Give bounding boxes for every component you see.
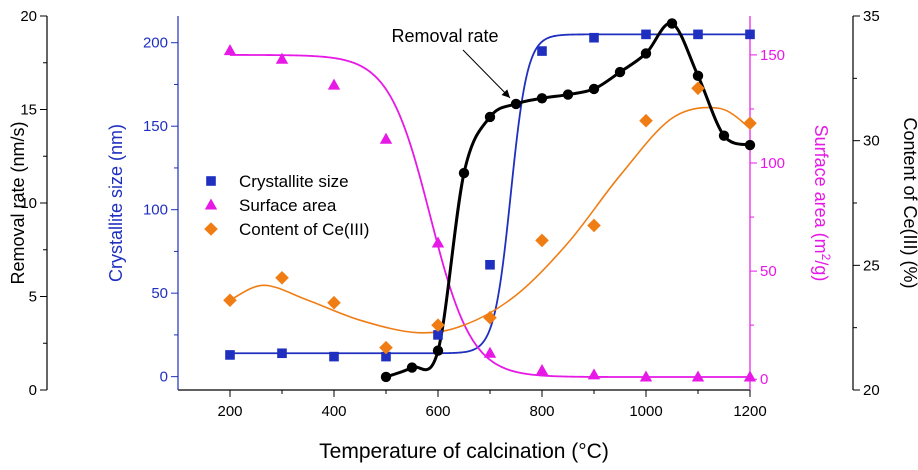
legend-marker-2 [204,222,218,236]
point-surface-area [431,236,445,248]
y-tick-label-crystal: 0 [160,369,168,386]
y-axis-title-crystal: Crystallite size (nm) [106,124,126,282]
point-content-of-ce-iii [639,113,653,128]
point-surface-area [743,370,757,382]
y-tick-label-removal: 10 [20,195,37,212]
annotation-arrow-line [462,49,511,99]
legend-marker-1 [204,198,218,210]
point-content-of-ce-iii [587,218,601,233]
point-removal-rate [718,130,730,141]
point-removal-rate [510,98,522,110]
y-tick-label-ce: 20 [863,382,880,399]
y-axis-title-surface-part: 2 [819,254,833,261]
point-surface-area [691,370,705,382]
y-tick-label-removal: 20 [20,8,37,25]
annotation-arrow-head [501,89,510,98]
y-tick-label-surface: 150 [760,47,785,64]
y-axis-title-crystal-part: Crystallite size (nm) [106,124,126,282]
point-removal-rate [562,89,574,100]
y-axis-title-surface-part: /g) [811,260,831,281]
legend-label: Crystallite size [239,172,349,191]
point-crystallite-size [745,29,755,40]
x-tick-label: 1000 [629,403,662,420]
point-surface-area [535,364,549,376]
point-content-of-ce-iii [327,295,341,310]
point-surface-area [483,346,497,358]
point-surface-area [639,370,653,382]
y-tick-label-crystal: 200 [143,35,168,52]
point-removal-rate [406,362,418,373]
legend-label: Surface area [239,196,337,215]
y-tick-label-crystal: 100 [143,202,168,219]
fit-curve-ce-content [229,106,751,334]
point-removal-rate [692,70,704,82]
y-axis-title-ce-part: Content of Ce(III) (%) [900,117,918,288]
x-tick-label: 600 [425,403,450,420]
point-crystallite-size [589,32,599,43]
y-axis-title-removal: Removal rate (nm/s) [8,121,28,284]
y-tick-label-surface: 0 [760,371,768,388]
point-crystallite-size [225,350,235,360]
point-removal-rate [666,18,678,29]
y-tick-label-surface: 100 [760,155,785,172]
point-removal-rate [484,111,496,123]
point-crystallite-size [641,29,651,40]
y-axis-title-surface: Surface area (m2/g) [811,125,833,282]
y-tick-label-removal: 5 [29,289,37,306]
point-surface-area [327,78,341,90]
point-surface-area [379,132,393,144]
y-tick-label-crystal: 150 [143,118,168,135]
x-tick-label: 1200 [733,403,766,420]
point-removal-rate [380,371,392,383]
point-removal-rate [536,93,548,104]
point-removal-rate [458,167,470,179]
point-surface-area [275,52,289,64]
y-tick-label-crystal: 50 [151,285,168,302]
y-tick-label-ce: 30 [863,133,880,150]
point-crystallite-size [485,259,495,270]
point-removal-rate [432,345,444,356]
x-tick-label: 800 [529,403,554,420]
x-tick-label: 200 [217,403,242,420]
annotation-removal-rate: Removal rate [391,26,498,46]
point-content-of-ce-iii [379,340,393,355]
point-content-of-ce-iii [483,310,497,325]
point-removal-rate [640,48,652,59]
y-tick-label-removal: 0 [29,382,37,399]
point-content-of-ce-iii [275,271,289,285]
y-tick-label-removal: 15 [20,102,37,119]
point-surface-area [587,368,601,380]
y-axis-title-removal-part: Removal rate (nm/s) [8,121,28,284]
y-axis-title-surface-part: Surface area (m [811,125,831,254]
point-removal-rate [614,66,626,78]
point-crystallite-size [537,46,547,56]
point-content-of-ce-iii [743,116,757,131]
y-axis-title-ce: Content of Ce(III) (%) [900,117,918,288]
x-tick-label: 400 [321,403,346,420]
point-crystallite-size [277,348,287,359]
point-content-of-ce-iii [535,233,549,248]
point-crystallite-size [381,351,391,362]
point-content-of-ce-iii [223,293,237,308]
y-tick-label-surface: 50 [760,263,777,280]
point-crystallite-size [329,351,339,362]
y-tick-label-ce: 25 [863,257,880,274]
point-crystallite-size [693,29,703,40]
legend-label: Content of Ce(III) [239,220,369,239]
point-content-of-ce-iii [691,81,705,96]
x-axis-title: Temperature of calcination (°C) [319,440,609,463]
point-removal-rate [588,83,600,95]
fit-curve-crystallite-size [230,33,750,355]
y-tick-label-ce: 35 [863,8,880,25]
point-surface-area [223,44,237,56]
point-removal-rate [744,139,756,151]
point-content-of-ce-iii [431,318,445,332]
fit-curve-surface-area [229,54,750,378]
legend-marker-0 [206,176,216,186]
fit-curve-removal-rate [385,21,751,379]
point-crystallite-size [433,330,443,340]
